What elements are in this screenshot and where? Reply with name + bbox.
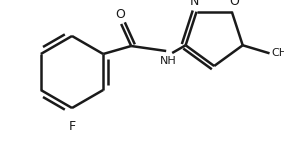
Text: N: N [190, 0, 199, 8]
Text: CH₃: CH₃ [271, 48, 284, 58]
Text: F: F [68, 119, 76, 133]
Text: O: O [115, 7, 125, 20]
Text: NH: NH [160, 56, 177, 66]
Text: O: O [229, 0, 239, 8]
